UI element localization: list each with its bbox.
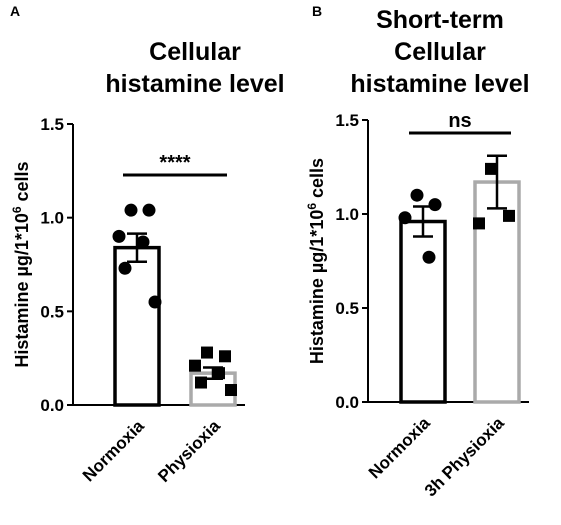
chart-title: Cellular	[149, 38, 241, 66]
data-point	[189, 359, 201, 372]
chart-title: histamine level	[350, 70, 529, 98]
bar	[399, 219, 447, 404]
y-label-sup: 6	[10, 206, 24, 213]
y-tick-label: 0.0	[335, 393, 359, 412]
y-label-text: Histamine µg/1*10	[307, 210, 327, 364]
data-point	[213, 367, 225, 380]
y-tick-label: 1.0	[40, 209, 64, 228]
chart-title: Cellular	[394, 38, 486, 66]
y-tick-label: 0.5	[335, 299, 359, 318]
y-label-text: Histamine µg/1*10	[12, 213, 32, 367]
y-tick-label: 0.0	[40, 396, 64, 415]
x-tick-label: Normoxia	[79, 416, 148, 485]
x-tick-label: 3h Physioxia	[421, 413, 508, 500]
data-point	[124, 203, 138, 217]
x-tick-label: Normoxia	[365, 413, 434, 482]
y-tick-label: 0.5	[40, 302, 64, 321]
data-point	[473, 217, 485, 230]
data-point	[136, 235, 150, 249]
data-point	[112, 229, 126, 243]
y-label-text: cells	[12, 161, 32, 201]
significance-label: ns	[448, 110, 471, 132]
chart-title: Short-term	[376, 6, 504, 34]
data-point	[225, 384, 237, 397]
data-point	[398, 211, 412, 225]
panel-label: B	[312, 3, 322, 19]
x-tick-label: Physioxia	[154, 416, 224, 486]
y-label-sup: 6	[305, 203, 319, 210]
significance-label: ****	[159, 152, 190, 174]
data-point	[195, 376, 207, 389]
y-axis-label: Histamine µg/1*106 cells	[305, 158, 327, 364]
data-point	[118, 261, 132, 275]
data-point	[485, 162, 497, 175]
y-tick-label: 1.5	[40, 115, 64, 134]
y-axis-label: Histamine µg/1*106 cells	[10, 161, 32, 367]
y-tick-label: 1.5	[335, 111, 359, 130]
data-point	[503, 209, 515, 222]
data-point	[142, 203, 156, 217]
y-tick-label: 1.0	[335, 205, 359, 224]
panel-label: A	[10, 3, 20, 19]
data-point	[201, 346, 213, 359]
y-label-text: cells	[307, 158, 327, 198]
data-point	[148, 295, 162, 309]
data-point	[219, 350, 231, 363]
data-point	[422, 250, 436, 264]
data-point	[428, 198, 442, 212]
data-point	[410, 188, 424, 202]
chart-title: histamine level	[105, 70, 284, 98]
